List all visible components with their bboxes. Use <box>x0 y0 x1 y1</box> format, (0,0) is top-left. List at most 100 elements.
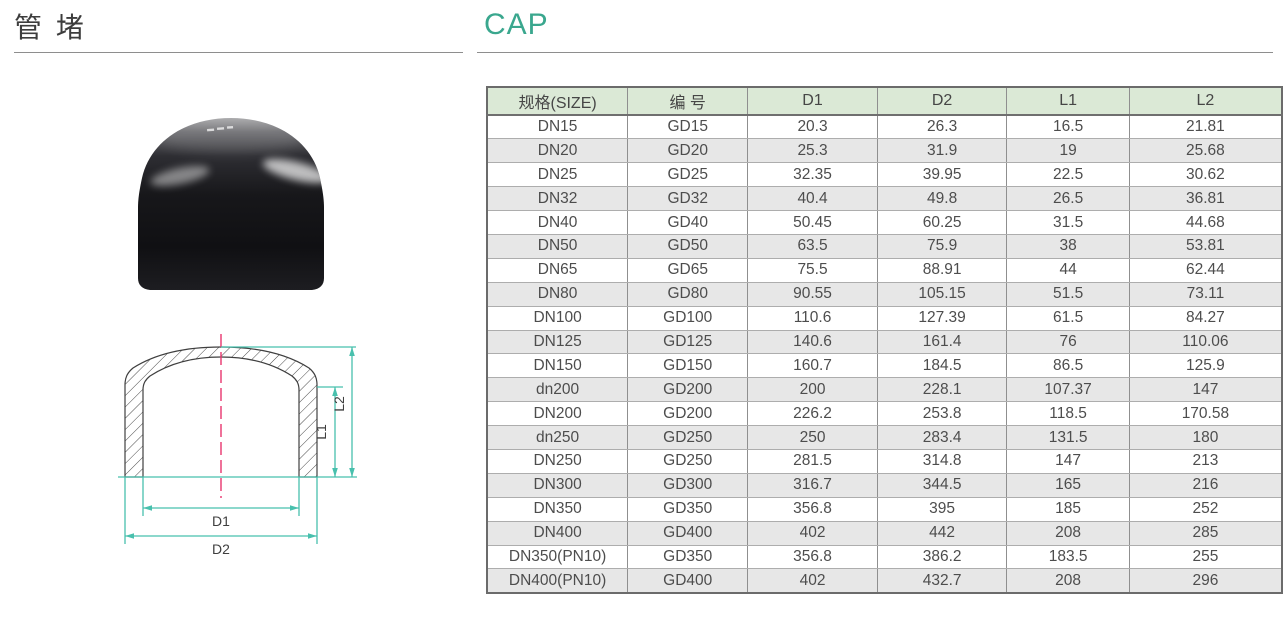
cap-logo-mark <box>207 125 234 132</box>
size-table: 规格(SIZE) 编 号 D1 D2 L1 L2 DN15 GD15 20.3 26.3 16.5… <box>486 86 1283 594</box>
table-cell: 432.7 <box>876 568 1008 594</box>
table-cell: 213 <box>1128 448 1283 474</box>
table-cell: 20.3 <box>747 114 878 140</box>
table-cell: DN20 <box>486 138 629 164</box>
table-cell: 183.5 <box>1006 544 1130 570</box>
table-cell: 49.8 <box>876 186 1008 212</box>
table-cell: 386.2 <box>876 544 1008 570</box>
table-cell: GD200 <box>627 377 749 403</box>
table-cell: 62.44 <box>1128 257 1283 283</box>
table-row: DN300 GD300 316.7 344.5 165 216 <box>486 472 1283 498</box>
dim-label-l2: L2 <box>331 396 347 412</box>
table-cell: 216 <box>1128 472 1283 498</box>
table-cell: 131.5 <box>1006 425 1130 450</box>
table-cell: 165 <box>1006 472 1130 498</box>
table-cell: 51.5 <box>1006 281 1130 307</box>
dim-label-l1: L1 <box>313 424 329 440</box>
table-cell: 170.58 <box>1128 401 1283 427</box>
page-title-en: CAP <box>484 8 549 41</box>
table-cell: 63.5 <box>747 233 878 259</box>
table-cell: 184.5 <box>876 353 1008 379</box>
table-cell: 127.39 <box>876 305 1008 331</box>
table-cell: 110.6 <box>747 305 878 331</box>
table-cell: 31.5 <box>1006 210 1130 235</box>
table-cell: 31.9 <box>876 138 1008 164</box>
table-cell: 160.7 <box>747 353 878 379</box>
table-cell: DN150 <box>486 353 629 379</box>
table-cell: 40.4 <box>747 186 878 212</box>
table-cell: GD40 <box>627 210 749 235</box>
table-cell: 21.81 <box>1128 114 1283 140</box>
table-cell: 73.11 <box>1128 281 1283 307</box>
table-cell: DN25 <box>486 162 629 188</box>
table-row: DN40 GD40 50.45 60.25 31.5 44.68 <box>486 210 1283 235</box>
photo-highlight-right <box>262 159 324 183</box>
table-row: DN50 GD50 63.5 75.9 38 53.81 <box>486 233 1283 259</box>
table-row: DN15 GD15 20.3 26.3 16.5 21.81 <box>486 114 1283 140</box>
dimension-labels: D1 D2 L1 L2 <box>212 396 347 557</box>
table-cell: 19 <box>1006 138 1130 164</box>
table-cell: GD65 <box>627 257 749 283</box>
table-header-cell: L2 <box>1128 86 1283 116</box>
table-cell: 86.5 <box>1006 353 1130 379</box>
table-cell: 200 <box>747 377 878 403</box>
table-cell: DN250 <box>486 448 629 474</box>
table-cell: 253.8 <box>876 401 1008 427</box>
table-cell: GD400 <box>627 568 749 594</box>
table-header-cell: 规格(SIZE) <box>486 86 629 116</box>
table-cell: 140.6 <box>747 329 878 355</box>
table-cell: 110.06 <box>1128 329 1283 355</box>
table-cell: 22.5 <box>1006 162 1130 188</box>
table-cell: 26.5 <box>1006 186 1130 212</box>
table-cell: 226.2 <box>747 401 878 427</box>
table-row: DN80 GD80 90.55 105.15 51.5 73.11 <box>486 281 1283 307</box>
table-cell: 107.37 <box>1006 377 1130 403</box>
table-cell: 44 <box>1006 257 1130 283</box>
table-cell: 39.95 <box>876 162 1008 188</box>
table-cell: 50.45 <box>747 210 878 235</box>
table-cell: dn200 <box>486 377 629 403</box>
table-cell: GD150 <box>627 353 749 379</box>
table-cell: 255 <box>1128 544 1283 570</box>
table-row: DN400(PN10) GD400 402 432.7 208 296 <box>486 568 1283 594</box>
table-cell: DN50 <box>486 233 629 259</box>
table-header-cell: D1 <box>747 86 878 116</box>
table-cell: GD100 <box>627 305 749 331</box>
table-cell: DN400(PN10) <box>486 568 629 594</box>
table-row: DN25 GD25 32.35 39.95 22.5 30.62 <box>486 162 1283 188</box>
table-cell: 60.25 <box>876 210 1008 235</box>
table-cell: GD250 <box>627 448 749 474</box>
table-cell: 61.5 <box>1006 305 1130 331</box>
table-cell: 395 <box>876 496 1008 522</box>
table-cell: 296 <box>1128 568 1283 594</box>
table-cell: 283.4 <box>876 425 1008 450</box>
table-cell: 250 <box>747 425 878 450</box>
table-cell: 25.3 <box>747 138 878 164</box>
table-cell: 118.5 <box>1006 401 1130 427</box>
table-cell: GD400 <box>627 520 749 546</box>
table-cell: 285 <box>1128 520 1283 546</box>
table-cell: 147 <box>1128 377 1283 403</box>
table-cell: 228.1 <box>876 377 1008 403</box>
table-cell: 161.4 <box>876 329 1008 355</box>
table-cell: GD250 <box>627 425 749 450</box>
table-cell: DN350(PN10) <box>486 544 629 570</box>
page-title-zh: 管 堵 <box>14 12 87 43</box>
table-row: dn250 GD250 250 283.4 131.5 180 <box>486 425 1283 450</box>
table-cell: GD350 <box>627 544 749 570</box>
table-cell: 75.5 <box>747 257 878 283</box>
table-cell: 88.91 <box>876 257 1008 283</box>
table-cell: DN350 <box>486 496 629 522</box>
table-cell: 25.68 <box>1128 138 1283 164</box>
table-cell: 281.5 <box>747 448 878 474</box>
table-cell: GD200 <box>627 401 749 427</box>
table-cell: 356.8 <box>747 496 878 522</box>
table-cell: GD300 <box>627 472 749 498</box>
table-cell: 344.5 <box>876 472 1008 498</box>
table-cell: GD80 <box>627 281 749 307</box>
table-cell: 316.7 <box>747 472 878 498</box>
dimension-lines <box>118 346 357 544</box>
table-row: dn200 GD200 200 228.1 107.37 147 <box>486 377 1283 403</box>
table-cell: DN80 <box>486 281 629 307</box>
table-cell: 147 <box>1006 448 1130 474</box>
